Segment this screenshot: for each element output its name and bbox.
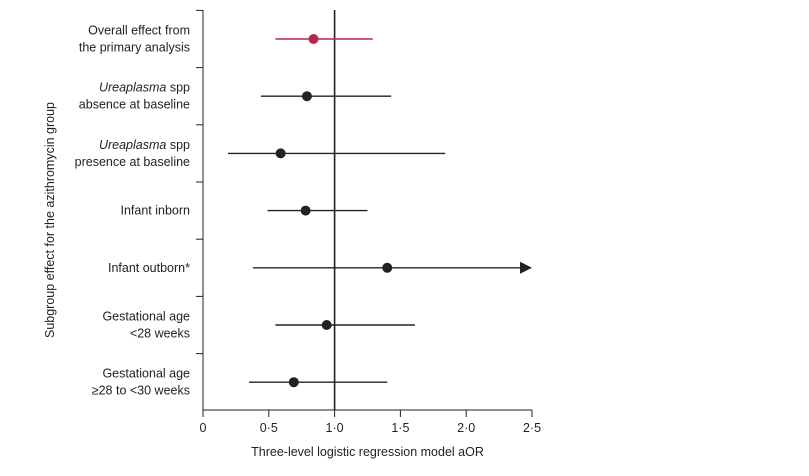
row-label: Gestational age <28 weeks bbox=[102, 310, 190, 341]
x-tick-label: 0·5 bbox=[260, 421, 278, 435]
x-axis-title: Three-level logistic regression model aO… bbox=[251, 445, 484, 459]
row-label: Gestational age ≥28 to <30 weeks bbox=[92, 367, 190, 398]
row-label: Infant inborn bbox=[121, 204, 191, 218]
row-label-text: Ureaplasma bbox=[99, 138, 166, 152]
x-tick-label: 0 bbox=[200, 421, 207, 435]
row-label-text: Infant inborn bbox=[121, 204, 191, 218]
row-label-text: Gestational age bbox=[102, 367, 190, 381]
ci-arrow bbox=[520, 261, 532, 274]
row-label-text: Ureaplasma bbox=[99, 81, 166, 95]
row-label-text: spp bbox=[166, 138, 190, 152]
x-axis-ticks: 0 0·5 1·0 1·5 2·0 2·5 bbox=[200, 410, 541, 435]
row-label: Ureaplasma spp presence at baseline bbox=[75, 138, 190, 169]
subgroup-estimate-point bbox=[382, 262, 393, 273]
overall-estimate-point bbox=[308, 34, 319, 44]
estimates bbox=[228, 34, 532, 388]
row-label-text: presence at baseline bbox=[75, 155, 190, 169]
x-tick-label: 1·5 bbox=[391, 421, 409, 435]
row-label-text: the primary analysis bbox=[79, 41, 190, 55]
x-tick-label: 2·5 bbox=[523, 421, 541, 435]
row-label: Ureaplasma spp absence at baseline bbox=[79, 81, 190, 112]
row-label-text: ≥28 to <30 weeks bbox=[92, 384, 190, 398]
row-label-text: <28 weeks bbox=[130, 327, 190, 341]
subgroup-estimate-point bbox=[288, 377, 299, 388]
row-label: Overall effect from the primary analysis bbox=[79, 24, 190, 55]
row-label: Infant outborn* bbox=[108, 261, 190, 275]
x-tick-label: 1·0 bbox=[326, 421, 344, 435]
subgroup-estimate-point bbox=[321, 320, 332, 330]
y-row-separators bbox=[196, 9, 203, 355]
subgroup-estimate-point bbox=[300, 205, 311, 216]
subgroup-estimate-point bbox=[301, 91, 312, 102]
row-label-text: spp bbox=[166, 81, 190, 95]
row-label-text: Gestational age bbox=[102, 310, 190, 324]
x-tick-label: 2·0 bbox=[457, 421, 475, 435]
y-axis-title: Subgroup effect for the azithromycin gro… bbox=[43, 102, 57, 338]
row-label-text: absence at baseline bbox=[79, 98, 190, 112]
subgroup-estimate-point bbox=[275, 148, 286, 159]
row-label-text: Overall effect from bbox=[88, 24, 190, 38]
row-label-text: Infant outborn* bbox=[108, 261, 190, 275]
row-labels: Overall effect from the primary analysis U… bbox=[75, 24, 190, 398]
